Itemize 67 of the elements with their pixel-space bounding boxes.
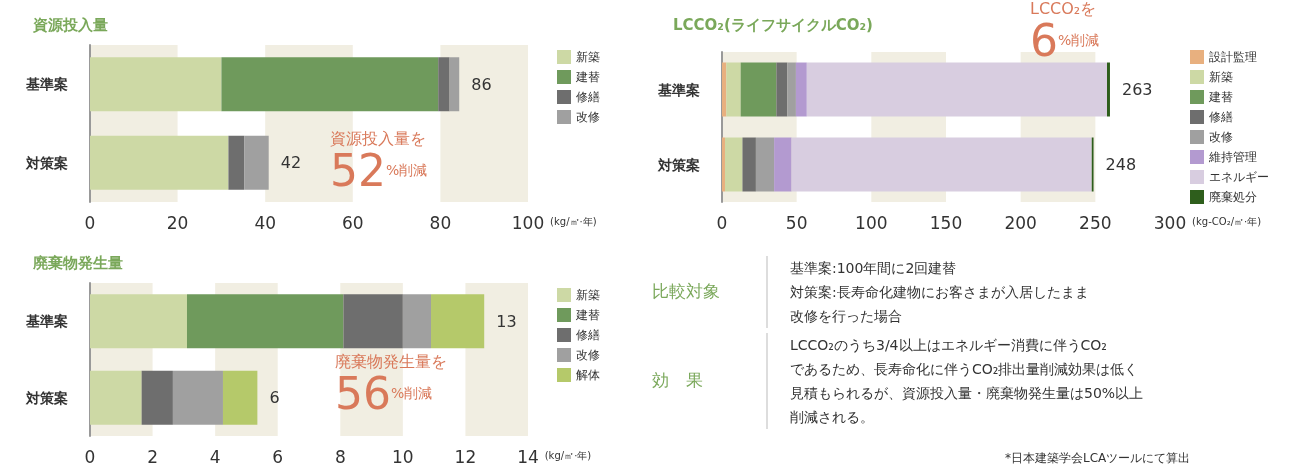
legend-label: 修繕 xyxy=(576,328,600,342)
text: 効 果 xyxy=(652,369,703,392)
y-tick-label: 対策案 xyxy=(657,156,700,173)
y-tick-label: 基準案 xyxy=(25,76,68,93)
x-tick-label: 100 xyxy=(511,212,545,233)
x-tick-label: 12 xyxy=(454,446,477,467)
x-axis-title: (kg/㎡·年) xyxy=(544,449,592,461)
text: 対策案:長寿命化建物にお客さまが入居したまま xyxy=(790,283,1089,302)
x-axis-title: (kg/㎡·年) xyxy=(550,215,597,227)
legend-label: 修繕 xyxy=(576,90,600,104)
legend-label: 建替 xyxy=(1208,90,1233,104)
x-tick-label: 50 xyxy=(785,212,808,233)
y-tick-label: 基準案 xyxy=(25,313,68,330)
x-tick-label: 0 xyxy=(84,446,96,467)
total-label: 248 xyxy=(1105,155,1137,174)
legend-label: 建替 xyxy=(575,70,600,84)
legend-label: 改修 xyxy=(1209,130,1233,144)
x-tick-label: 6 xyxy=(272,446,284,467)
x-tick-label: 150 xyxy=(929,212,963,233)
x-tick-label: 14 xyxy=(517,446,539,467)
text: *日本建築学会LCAツールにて算出 xyxy=(1005,450,1191,467)
x-tick-label: 300 xyxy=(1153,212,1187,233)
x-tick-label: 10 xyxy=(392,446,414,467)
legend-label: 設計監理 xyxy=(1209,50,1257,64)
text: 比較対象 xyxy=(652,280,720,303)
x-tick-label: 0 xyxy=(84,212,96,233)
chart-title: 廃棄物発生量 xyxy=(32,253,123,272)
legend-label: 建替 xyxy=(575,308,600,322)
x-tick-label: 250 xyxy=(1079,212,1112,233)
x-tick-label: 100 xyxy=(855,212,888,233)
text: であるため、長寿命化に伴うCO₂排出量削減効果は低く xyxy=(790,360,1140,379)
total-label: 263 xyxy=(1121,80,1153,99)
y-tick-label: 対策案 xyxy=(25,154,68,171)
text: 改修を行った場合 xyxy=(790,307,903,326)
legend-label: 修繕 xyxy=(1209,110,1233,124)
x-tick-label: 4 xyxy=(209,446,221,467)
total-label: 42 xyxy=(280,153,302,173)
legend-label: 新築 xyxy=(576,50,600,64)
legend-label: 解体 xyxy=(576,368,600,382)
x-tick-label: 200 xyxy=(1004,212,1037,233)
text: 基準案:100年間に2回建替 xyxy=(790,259,958,278)
x-tick-label: 2 xyxy=(147,446,158,467)
x-tick-label: 60 xyxy=(341,212,364,233)
legend-label: エネルギー xyxy=(1209,170,1269,184)
legend-label: 改修 xyxy=(576,348,600,362)
legend-label: 新築 xyxy=(576,288,600,302)
annotation: 廃棄物発生量を xyxy=(335,351,447,371)
x-tick-label: 8 xyxy=(334,446,346,467)
legend-label: 廃棄処分 xyxy=(1209,190,1257,204)
x-tick-label: 20 xyxy=(166,212,189,233)
y-tick-label: 対策案 xyxy=(25,389,68,406)
total-label: 86 xyxy=(471,74,492,94)
x-axis-title: (kg-CO₂/㎡·年) xyxy=(1192,215,1262,227)
legend-label: 改修 xyxy=(576,110,600,124)
total-label: 13 xyxy=(496,311,517,331)
x-tick-label: 80 xyxy=(429,212,452,233)
text: LCCO₂のうち3/4以上はエネルギー消費に伴うCO₂ xyxy=(790,336,1108,355)
chart-title: 資源投入量 xyxy=(32,15,108,34)
legend-label: 新築 xyxy=(1209,70,1233,84)
x-tick-label: 0 xyxy=(716,212,728,233)
text: 見積もられるが、資源投入量・廃棄物発生量は50%以上 xyxy=(790,384,1144,403)
legend-label: 維持管理 xyxy=(1208,150,1257,164)
y-tick-label: 基準案 xyxy=(657,81,700,98)
text: 削減される。 xyxy=(790,408,875,427)
x-tick-label: 40 xyxy=(254,212,277,233)
chart-title: LCCO₂(ライフサイクルCO₂) xyxy=(673,15,873,34)
total-label: 6 xyxy=(269,388,280,408)
